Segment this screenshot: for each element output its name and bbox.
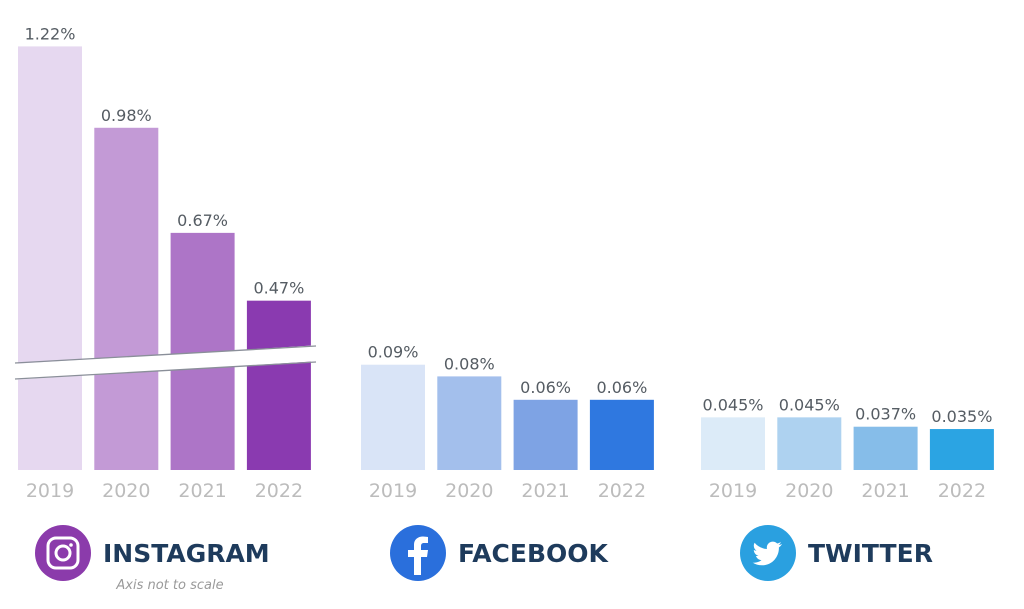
bar-twitter-2020: [777, 417, 842, 470]
data-label: 0.06%: [596, 378, 647, 397]
data-label: 0.98%: [101, 106, 152, 125]
x-tick-label: 2021: [861, 480, 909, 502]
x-tick-label: 2022: [255, 480, 303, 502]
bar-instagram-2019: [18, 46, 82, 471]
data-label: 0.045%: [779, 395, 840, 414]
x-tick-label: 2019: [26, 480, 74, 502]
bar-twitter-2022: [929, 429, 994, 470]
x-tick-label: 2019: [369, 480, 417, 502]
x-tick-label: 2022: [938, 480, 986, 502]
bar-facebook-2021: [513, 399, 578, 470]
bar-facebook-2019: [361, 364, 425, 470]
data-label: 0.037%: [855, 405, 916, 424]
data-label: 0.67%: [177, 211, 228, 230]
platform-name: TWITTER: [808, 539, 933, 568]
panel-instagram: 1.22% 2019 0.98% 2020 0.67% 2021 0.47% 2022 INST…: [12, 24, 320, 593]
panel-facebook: 0.09% 2019 0.08% 2020 0.06% 2021 0.06% 2022 FACE…: [361, 343, 654, 581]
x-tick-label: 2020: [445, 480, 493, 502]
bar-twitter-2019: [701, 417, 765, 470]
bar-instagram-2022: [246, 300, 311, 470]
bar-facebook-2020: [437, 376, 502, 470]
data-label: 0.08%: [444, 354, 495, 373]
x-tick-label: 2020: [102, 480, 150, 502]
x-tick-label: 2021: [178, 480, 226, 502]
x-tick-label: 2020: [785, 480, 833, 502]
data-label: 0.09%: [368, 343, 419, 362]
panel-twitter: 0.045% 2019 0.045% 2020 0.037% 2021 0.035% 2022…: [701, 395, 994, 581]
platform-name: INSTAGRAM: [103, 539, 270, 568]
data-label: 0.035%: [931, 407, 992, 426]
data-label: 0.06%: [520, 378, 571, 397]
x-tick-label: 2022: [598, 480, 646, 502]
axis-note: Axis not to scale: [115, 578, 223, 593]
data-label: 1.22%: [25, 24, 76, 43]
data-label: 0.47%: [253, 279, 304, 298]
twitter-icon: [740, 525, 796, 581]
facebook-icon: [390, 525, 446, 581]
bar-facebook-2022: [589, 399, 654, 470]
x-tick-label: 2019: [709, 480, 757, 502]
x-tick-label: 2021: [521, 480, 569, 502]
data-label: 0.045%: [702, 395, 763, 414]
instagram-icon: [35, 525, 91, 581]
platform-name: FACEBOOK: [458, 539, 610, 568]
bar-instagram-2020: [94, 127, 159, 470]
bar-twitter-2021: [853, 426, 918, 470]
axis-break: [12, 345, 320, 380]
